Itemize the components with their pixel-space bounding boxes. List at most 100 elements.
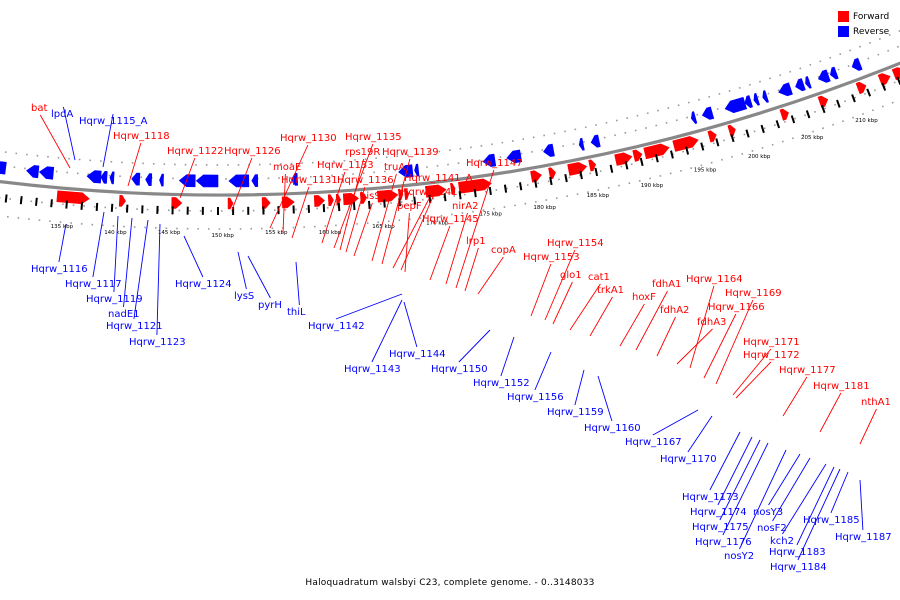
gene-label-hqrw-1174: Hqrw_1174 (690, 507, 747, 518)
scale-tick (80, 201, 84, 210)
leader-nade1 (123, 217, 133, 308)
scale-tick (383, 199, 386, 208)
gene-label-hqrw-1177: Hqrw_1177 (779, 365, 836, 376)
leader-copa (477, 256, 504, 295)
leader-cat1 (569, 283, 601, 331)
leader-lpda (62, 106, 76, 161)
scale-tick (760, 124, 765, 134)
reverse-gene (578, 137, 585, 151)
leader-hqrw-1126 (231, 157, 253, 211)
leader-hoxf (619, 303, 645, 347)
gene-labels: bat Hqrw_1118 Hqrw_1122 Hqrw_1126 Hqrw_1130m… (31, 103, 892, 573)
scale-tick (851, 94, 856, 103)
scale-tick (685, 146, 690, 155)
reverse-gene (0, 161, 7, 175)
reverse-gene (590, 134, 601, 148)
leader-hiss (353, 202, 373, 257)
reverse-gene (131, 172, 141, 186)
kbp-label: 195 kbp (694, 167, 717, 173)
gene-label-copa: copA (491, 245, 516, 256)
gene-label-glo1: glo1 (560, 270, 582, 281)
forward-gene (327, 194, 334, 207)
scale-tick (670, 150, 674, 159)
leader-hqrw-1174 (717, 436, 753, 506)
gene-label-hqrw-1171: Hqrw_1171 (743, 337, 800, 348)
gene-label-hqrw-1142: Hqrw_1142 (308, 321, 365, 332)
forward-gene (779, 108, 789, 121)
leader-hqrw-1154 (544, 249, 576, 321)
reverse-gene (195, 174, 219, 188)
scale-tick (428, 194, 432, 204)
gene-label-hqrw-1130: Hqrw_1130 (280, 133, 337, 144)
reverse-gene (159, 173, 164, 187)
reverse-gene (724, 97, 747, 113)
leader-hqrw-1116 (58, 223, 67, 263)
leader-hqrw-1144 (403, 301, 418, 348)
scale-tick (337, 203, 341, 212)
leader-hqrw-1172 (735, 361, 772, 399)
scale-tick (594, 167, 599, 177)
gene-label-hqrw-1133: Hqrw_1133 (317, 160, 374, 171)
leader-hqrw-1176 (722, 442, 769, 536)
scale-tick (503, 184, 508, 193)
gene-label-lrp1: lrp1 (466, 236, 486, 247)
scale-tick (352, 202, 356, 211)
leader-hqrw-1181 (819, 392, 842, 433)
kbp-label: 135 kbp (51, 224, 74, 230)
leader-hqrw-1175 (719, 439, 761, 521)
leader-hqrw-1118 (127, 142, 142, 187)
reverse-swatch (838, 26, 849, 37)
leader-trka1 (589, 296, 613, 337)
gene-label-hqrw-1147: Hqrw_1147 (466, 158, 523, 169)
reverse-gene (39, 166, 55, 180)
scale-tick (609, 164, 614, 173)
leader-nosy3 (768, 453, 801, 506)
gene-label-hqrw-1172: Hqrw_1172 (743, 350, 800, 361)
forward-gene (877, 73, 891, 86)
leader-hqrw-1153 (530, 263, 552, 317)
leader-hqrw-1141-a (400, 184, 439, 271)
scale-tick (19, 196, 23, 205)
reverse-gene (109, 171, 115, 185)
reverse-gene (543, 143, 555, 157)
leader-pyrh (247, 255, 271, 299)
gene-label-hqrw-1175: Hqrw_1175 (692, 522, 749, 533)
leader-fdha1 (635, 290, 668, 351)
scale-tick (488, 186, 492, 196)
gene-label-hiss: hisS (360, 191, 381, 202)
gene-label-hqrw-1150: Hqrw_1150 (431, 364, 488, 375)
gene-label-hqrw-1184: Hqrw_1184 (770, 562, 827, 573)
leader-hqrw-1121 (133, 219, 149, 320)
leader-hqrw-1171 (732, 348, 772, 396)
leader-hqrw-1164 (689, 285, 715, 369)
leader-hqrw-1185 (830, 471, 849, 514)
scale-tick (473, 189, 477, 198)
reverse-gene (86, 170, 102, 184)
kbp-label: 210 kbp (855, 118, 878, 124)
leader-hqrw-1183 (796, 466, 835, 546)
leader-thil (295, 261, 300, 306)
gene-label-hqrw-1169: Hqrw_1169 (725, 288, 782, 299)
leader-hqrw-1170 (687, 415, 713, 453)
leader-rps19r (339, 158, 365, 251)
gene-label-hqrw-1156: Hqrw_1156 (507, 392, 564, 403)
scale-tick (65, 200, 68, 209)
gene-label-trka1: trkA1 (597, 285, 624, 296)
gene-label-hqrw-1176: Hqrw_1176 (695, 537, 752, 548)
leader-hqrw-1169 (715, 299, 754, 385)
leader-fdha2 (656, 316, 676, 357)
forward-gene (261, 197, 271, 209)
gene-label-hqrw-1121: Hqrw_1121 (106, 321, 163, 332)
scale-tick (805, 110, 811, 119)
kbp-label: 175 kbp (480, 212, 503, 218)
reverse-gene (818, 69, 831, 83)
gene-label-hqrw-1153: Hqrw_1153 (523, 252, 580, 263)
legend-reverse-label: Reverse (853, 26, 890, 37)
leader-hqrw-1166 (703, 313, 737, 379)
legend: Forward Reverse (838, 9, 889, 39)
leader-hqrw-1159 (574, 369, 585, 406)
gene-label-hqrw-1173: Hqrw_1173 (682, 492, 739, 503)
reverse-gene (762, 90, 769, 103)
leader-hqrw-1141 (392, 198, 430, 269)
